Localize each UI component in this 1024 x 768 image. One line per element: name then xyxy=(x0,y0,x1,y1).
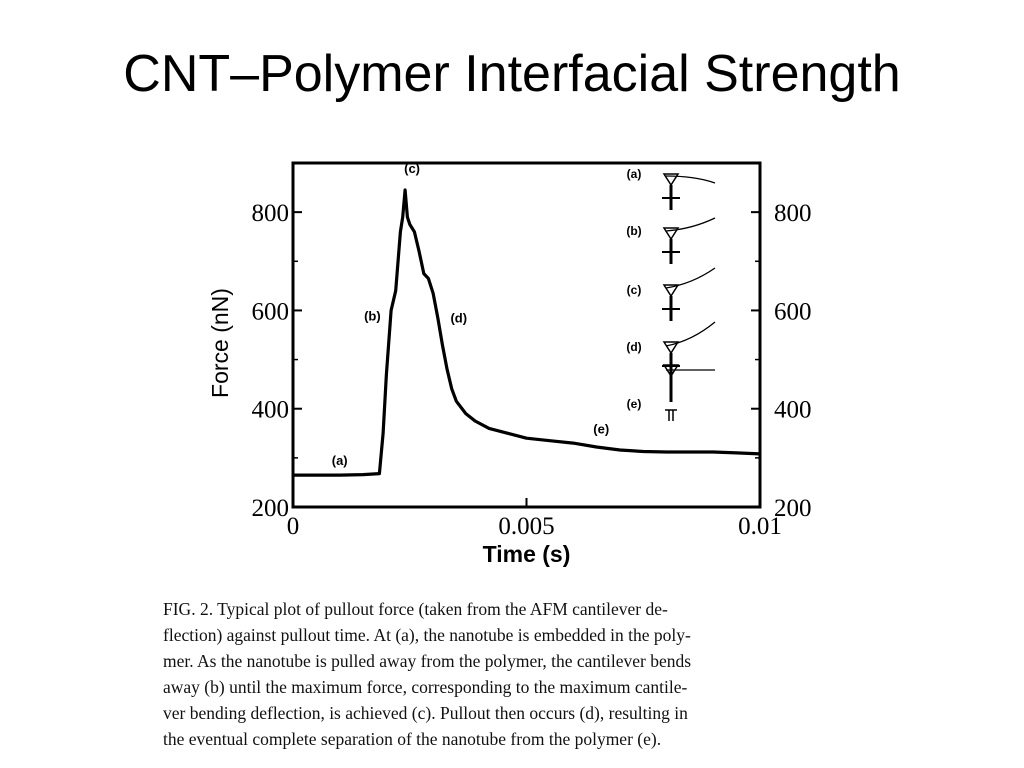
caption-line: FIG. 2. Typical plot of pullout force (t… xyxy=(163,599,668,619)
y-tick-label-right: 600 xyxy=(774,298,812,325)
caption-line: mer. As the nanotube is pulled away from… xyxy=(163,651,692,671)
inset-stage-label: (d) xyxy=(626,340,641,354)
curve-annotation: (c) xyxy=(404,161,420,176)
cantilever-line xyxy=(665,267,716,289)
afm-tip-icon xyxy=(662,173,680,187)
cantilever-line xyxy=(665,321,716,347)
cantilever-line xyxy=(665,175,716,184)
x-tick-label: 0.01 xyxy=(738,513,782,540)
afm-tip-icon xyxy=(662,341,680,355)
caption-line: the eventual complete separation of the … xyxy=(163,729,662,749)
caption-line: ver bending deflection, is achieved (c).… xyxy=(163,703,688,723)
figure-caption: FIG. 2. Typical plot of pullout force (t… xyxy=(163,596,863,752)
y-tick-label: 400 xyxy=(252,397,290,424)
y-tick-label-right: 400 xyxy=(774,397,812,424)
cantilever-line xyxy=(665,217,716,232)
y-tick-label: 200 xyxy=(252,495,290,522)
curve-annotation: (e) xyxy=(593,421,609,436)
caption-line: flection) against pullout time. At (a), … xyxy=(163,625,691,645)
y-axis-label: Force (nN) xyxy=(207,288,233,398)
inset-stage-label: (e) xyxy=(627,397,642,411)
x-tick-label: 0 xyxy=(287,513,300,540)
plot-frame xyxy=(291,161,762,509)
inset-stage-label: (a) xyxy=(627,167,642,181)
force-series-line xyxy=(293,188,761,477)
y-tick-label: 800 xyxy=(252,200,290,227)
y-tick-label-right: 200 xyxy=(774,495,812,522)
afm-tip-icon xyxy=(662,284,680,298)
y-tick-label: 600 xyxy=(252,298,290,325)
inset-stage-label: (b) xyxy=(626,224,641,238)
y-tick-label-right: 800 xyxy=(774,200,812,227)
caption-line: away (b) until the maximum force, corres… xyxy=(163,677,688,697)
afm-tip-icon xyxy=(662,227,680,241)
curve-annotation: (d) xyxy=(450,311,467,326)
curve-annotation: (a) xyxy=(332,453,348,468)
x-tick-label: 0.005 xyxy=(498,513,554,540)
slide-title: CNT–Polymer Interfacial Strength xyxy=(123,45,901,103)
polymer-hole-icon xyxy=(665,409,677,421)
curve-annotation: (b) xyxy=(364,308,381,323)
inset-stage-label: (c) xyxy=(627,283,642,297)
x-axis-label: Time (s) xyxy=(483,541,571,567)
